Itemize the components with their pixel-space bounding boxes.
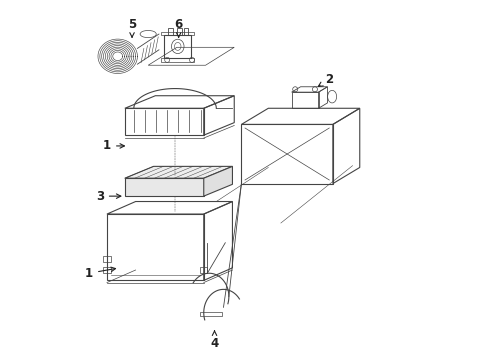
Text: 2: 2 [318,73,333,86]
Bar [184,28,188,35]
Bar [177,28,182,35]
Bar [200,312,221,316]
Bar [161,58,194,62]
Bar [102,256,111,262]
Text: 1: 1 [103,139,124,152]
Bar [200,267,207,273]
Polygon shape [125,178,204,196]
Bar [102,267,111,273]
Bar [168,28,173,35]
Polygon shape [125,166,232,178]
Text: 1: 1 [85,267,116,280]
Text: 5: 5 [128,18,136,37]
Text: 4: 4 [210,331,219,350]
Text: 6: 6 [174,18,183,37]
Polygon shape [204,166,232,196]
Bar [161,32,194,35]
Bar [164,35,191,58]
Text: 3: 3 [96,190,121,203]
